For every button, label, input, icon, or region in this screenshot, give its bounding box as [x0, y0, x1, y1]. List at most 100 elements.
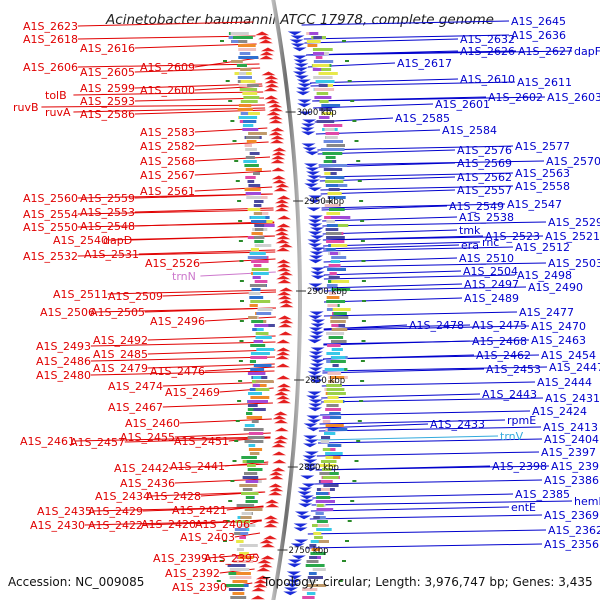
left-gene-label[interactable]: A1S_2430 — [30, 519, 85, 532]
left-gene-label[interactable]: A1S_2436 — [120, 477, 175, 490]
left-gene-label[interactable]: A1S_2623 — [23, 20, 78, 33]
right-gene-label[interactable]: A1S_2617 — [397, 57, 452, 70]
left-gene-label[interactable]: A1S_2429 — [88, 505, 143, 518]
right-gene-label[interactable]: A1S_2577 — [515, 140, 570, 153]
left-gene-label[interactable]: A1S_2531 — [84, 248, 139, 261]
right-gene-label[interactable]: era — [461, 239, 479, 252]
left-gene-label[interactable]: A1S_2469 — [165, 386, 220, 399]
right-gene-label[interactable]: A1S_2391 — [551, 460, 600, 473]
left-gene-label[interactable]: A1S_2485 — [93, 348, 148, 361]
right-gene-label[interactable]: A1S_2632 — [460, 33, 515, 46]
left-gene-label[interactable]: A1S_2599 — [80, 82, 135, 95]
right-gene-label[interactable]: A1S_2547 — [507, 198, 562, 211]
right-gene-label[interactable]: A1S_2601 — [435, 98, 490, 111]
right-gene-label[interactable]: A1S_2362 — [548, 524, 600, 537]
left-gene-label[interactable]: A1S_2509 — [108, 290, 163, 303]
right-gene-label[interactable]: trnV — [500, 430, 524, 443]
left-gene-label[interactable]: A1S_2567 — [140, 169, 195, 182]
left-gene-label[interactable]: A1S_2460 — [125, 417, 180, 430]
left-gene-label[interactable]: A1S_2505 — [90, 306, 145, 319]
right-gene-label[interactable]: A1S_2443 — [482, 388, 537, 401]
right-gene-label[interactable]: A1S_2447 — [549, 361, 600, 374]
left-gene-label[interactable]: A1S_2480 — [36, 369, 91, 382]
right-gene-label[interactable]: A1S_2626 — [460, 45, 515, 58]
left-gene-label[interactable]: A1S_2568 — [140, 155, 195, 168]
left-gene-label[interactable]: A1S_2422 — [88, 519, 143, 532]
left-gene-label[interactable]: A1S_2560 — [23, 192, 78, 205]
right-gene-label[interactable]: A1S_2468 — [472, 335, 527, 348]
left-gene-label[interactable]: A1S_2420 — [141, 518, 196, 531]
right-gene-label[interactable]: A1S_2512 — [515, 241, 570, 254]
left-gene-label[interactable]: A1S_2496 — [150, 315, 205, 328]
left-gene-label[interactable]: A1S_2479 — [93, 362, 148, 375]
left-gene-label[interactable]: A1S_2526 — [145, 257, 200, 270]
left-gene-label[interactable]: A1S_2616 — [80, 42, 135, 55]
left-gene-label[interactable]: A1S_2461 — [20, 435, 75, 448]
left-gene-label[interactable]: A1S_2600 — [140, 84, 195, 97]
left-gene-label[interactable]: A1S_2428 — [146, 490, 201, 503]
left-gene-label[interactable]: A1S_2548 — [80, 220, 135, 233]
left-gene-label[interactable]: A1S_2399 — [153, 552, 208, 565]
right-gene-label[interactable]: A1S_2462 — [476, 349, 531, 362]
left-gene-label[interactable]: A1S_2609 — [140, 61, 195, 74]
right-gene-label[interactable]: A1S_2645 — [511, 15, 566, 28]
left-gene-label[interactable]: A1S_2506 — [40, 306, 95, 319]
right-gene-label[interactable]: A1S_2610 — [460, 73, 515, 86]
right-gene-label[interactable]: A1S_2489 — [464, 292, 519, 305]
left-gene-label[interactable]: ruvA — [45, 106, 71, 119]
right-gene-label[interactable]: rnc — [482, 236, 499, 249]
right-gene-label[interactable]: A1S_2602 — [488, 91, 543, 104]
left-gene-label[interactable]: A1S_2406 — [195, 518, 250, 531]
left-gene-label[interactable]: A1S_2511 — [53, 288, 108, 301]
right-gene-label[interactable]: A1S_2576 — [457, 144, 512, 157]
right-gene-label[interactable]: A1S_2463 — [531, 334, 586, 347]
right-gene-label[interactable]: A1S_2478 — [409, 319, 464, 332]
right-gene-label[interactable]: A1S_2503 — [548, 257, 600, 270]
right-gene-label[interactable]: A1S_2569 — [457, 157, 512, 170]
left-gene-label[interactable]: A1S_2390 — [172, 581, 227, 594]
left-gene-label[interactable]: A1S_2532 — [23, 250, 78, 263]
right-gene-label[interactable]: A1S_2404 — [544, 433, 599, 446]
left-gene-label[interactable]: A1S_2586 — [80, 108, 135, 121]
left-gene-label[interactable]: A1S_2554 — [23, 208, 78, 221]
right-gene-label[interactable]: A1S_2431 — [545, 392, 600, 405]
left-gene-label[interactable]: A1S_2492 — [93, 334, 148, 347]
left-gene-label[interactable]: ruvB — [13, 101, 39, 114]
left-gene-label[interactable]: A1S_2561 — [140, 185, 195, 198]
left-gene-label[interactable]: A1S_2559 — [80, 192, 135, 205]
left-gene-label[interactable]: A1S_2606 — [23, 61, 78, 74]
right-gene-label[interactable]: A1S_2498 — [517, 269, 572, 282]
right-gene-label[interactable]: A1S_2570 — [546, 155, 600, 168]
right-gene-label[interactable]: A1S_2558 — [515, 180, 570, 193]
left-gene-label[interactable]: A1S_2493 — [36, 340, 91, 353]
right-gene-label[interactable]: entE — [511, 501, 536, 514]
right-gene-label[interactable]: A1S_2454 — [541, 349, 596, 362]
right-gene-label[interactable]: A1S_2549 — [449, 200, 504, 213]
right-gene-label[interactable]: A1S_2585 — [395, 112, 450, 125]
left-gene-label[interactable]: A1S_2435 — [37, 505, 92, 518]
left-gene-label[interactable]: A1S_2451 — [174, 435, 229, 448]
left-gene-label[interactable]: tolB — [45, 89, 67, 102]
right-gene-label[interactable]: A1S_2627 — [518, 45, 573, 58]
right-gene-label[interactable]: A1S_2510 — [459, 252, 514, 265]
left-gene-label[interactable]: A1S_2582 — [140, 140, 195, 153]
right-gene-label[interactable]: A1S_2611 — [517, 76, 572, 89]
right-gene-label[interactable]: A1S_2369 — [544, 509, 599, 522]
right-gene-label[interactable]: A1S_2398 — [492, 460, 547, 473]
left-gene-label[interactable]: A1S_2583 — [140, 126, 195, 139]
right-gene-label[interactable]: A1S_2562 — [457, 171, 512, 184]
left-gene-label[interactable]: A1S_2476 — [150, 365, 205, 378]
right-gene-label[interactable]: A1S_2397 — [541, 446, 596, 459]
left-gene-label[interactable]: A1S_2434 — [95, 490, 150, 503]
right-gene-label[interactable]: A1S_2523 — [485, 230, 540, 243]
left-gene-label[interactable]: A1S_2550 — [23, 221, 78, 234]
right-gene-label[interactable]: A1S_2385 — [515, 488, 570, 501]
right-gene-label[interactable]: A1S_2477 — [519, 306, 574, 319]
right-gene-label[interactable]: A1S_2497 — [464, 278, 519, 291]
right-gene-label[interactable]: A1S_2356 — [544, 538, 599, 551]
left-gene-label[interactable]: A1S_2605 — [80, 66, 135, 79]
left-gene-label[interactable]: A1S_2553 — [80, 206, 135, 219]
left-gene-label[interactable]: A1S_2457 — [70, 436, 125, 449]
left-gene-label[interactable]: A1S_2403 — [180, 531, 235, 544]
right-gene-label[interactable]: A1S_2490 — [528, 281, 583, 294]
